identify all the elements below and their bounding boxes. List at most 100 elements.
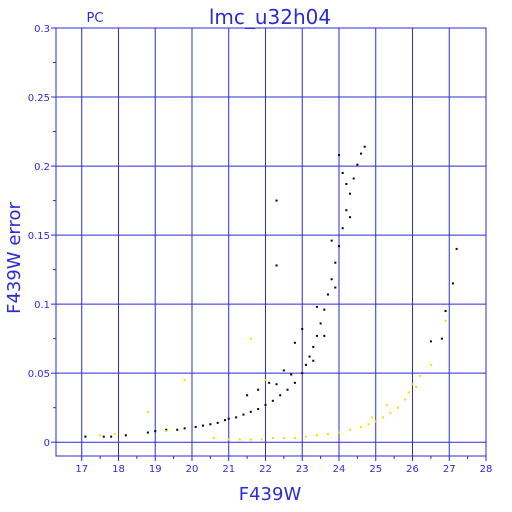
plot-marks [84,145,458,441]
black-data-point [301,327,304,330]
y-tick-label: 0.1 [34,300,50,311]
black-data-point [194,426,197,429]
yellow-data-point [411,383,414,386]
black-data-point [202,424,205,427]
x-axis-label: F439W [239,484,302,505]
black-data-point [216,421,219,424]
corner-label: PC [87,11,104,26]
x-tick-label: 22 [259,464,272,475]
black-data-point [264,403,267,406]
black-data-point [319,322,322,325]
yellow-data-point [404,398,407,401]
yellow-data-point [293,437,296,440]
black-data-point [235,416,238,419]
black-data-point [110,435,113,438]
yellow-data-point [260,438,263,441]
x-tick-label: 28 [480,464,493,475]
black-data-point [268,381,271,384]
y-tick-label: 0.2 [34,162,50,173]
black-data-point [249,410,252,413]
yellow-data-point [418,374,421,377]
yellow-data-point [213,437,216,440]
yellow-data-point [326,432,329,435]
black-data-point [349,216,352,219]
x-tick-label: 24 [333,464,346,475]
black-data-point [279,394,282,397]
black-data-point [326,293,329,296]
yellow-data-point [444,319,447,322]
black-data-point [146,431,149,434]
black-data-point [275,264,278,267]
y-tick-label: 0.25 [28,93,50,104]
black-data-point [323,334,326,337]
black-data-point [304,363,307,366]
yellow-data-point [349,428,352,431]
yellow-data-point [396,406,399,409]
black-data-point [337,154,340,157]
black-data-point [165,428,168,431]
x-tick-label: 19 [149,464,162,475]
black-data-point [440,337,443,340]
black-data-point [363,145,366,148]
black-data-point [271,399,274,402]
x-tick-label: 27 [443,464,456,475]
yellow-data-point [113,432,116,435]
yellow-data-point [382,416,385,419]
x-tick-label: 20 [186,464,199,475]
y-tick-label: 0.15 [28,231,50,242]
yellow-data-point [315,434,318,437]
plot-frame [55,27,487,457]
black-data-point [102,435,105,438]
black-data-point [444,310,447,313]
yellow-data-point [371,416,374,419]
black-data-point [455,247,458,250]
black-data-point [337,245,340,248]
yellow-data-point [238,438,241,441]
yellow-data-point [227,438,230,441]
black-data-point [345,209,348,212]
black-data-point [293,381,296,384]
yellow-data-point [99,434,102,437]
x-tick-label: 23 [296,464,309,475]
black-data-point [356,163,359,166]
black-data-point [312,345,315,348]
y-tick-label: 0.3 [34,24,50,35]
yellow-data-point [389,412,392,415]
black-data-point [330,239,333,242]
black-data-point [334,261,337,264]
black-data-point [275,383,278,386]
black-data-point [224,419,227,422]
black-data-point [341,171,344,174]
black-data-point [345,183,348,186]
yellow-data-point [249,337,252,340]
yellow-data-point [183,379,186,382]
black-data-point [330,278,333,281]
yellow-data-point [165,430,168,433]
yellow-data-point [282,437,285,440]
yellow-data-point [429,363,432,366]
yellow-data-point [304,435,307,438]
yellow-data-point [385,403,388,406]
black-data-point [242,413,245,416]
yellow-data-point [264,379,267,382]
black-data-point [301,372,304,375]
black-data-point [323,308,326,311]
black-data-point [312,359,315,362]
black-data-point [451,282,454,285]
black-data-point [209,423,212,426]
yellow-data-point [367,423,370,426]
black-data-point [341,227,344,230]
black-data-point [84,435,87,438]
black-data-point [183,427,186,430]
y-tick-label: 0.05 [28,369,50,380]
x-tick-label: 17 [75,464,88,475]
yellow-data-point [249,438,252,441]
yellow-data-point [271,437,274,440]
black-data-point [257,408,260,411]
black-data-point [257,388,260,391]
chart-title: lmc_u32h04 [209,5,331,29]
black-data-point [176,428,179,431]
black-data-point [246,394,249,397]
black-data-point [352,177,355,180]
